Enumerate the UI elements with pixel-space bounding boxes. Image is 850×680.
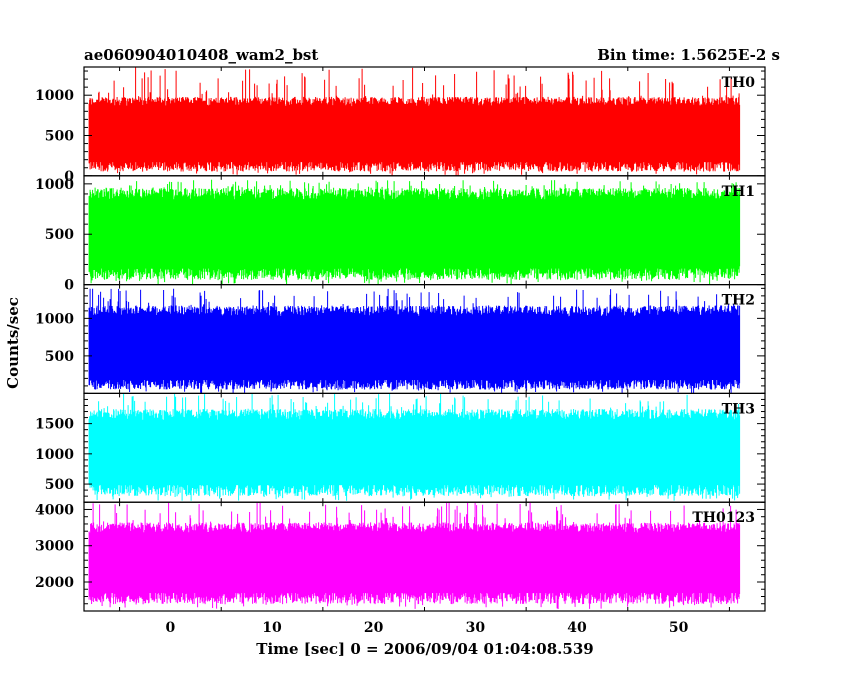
series-band-th2 — [89, 316, 740, 381]
x-tick-label: 40 — [567, 620, 587, 636]
y-tick-label: 2000 — [35, 575, 74, 591]
x-tick-label: 50 — [669, 620, 689, 636]
panel-label-th1: TH1 — [722, 184, 755, 200]
panel-label-th0123: TH0123 — [692, 510, 755, 526]
x-tick-label: 30 — [466, 620, 486, 636]
panel-th1 — [88, 179, 741, 285]
y-tick-label: 1000 — [35, 311, 74, 327]
x-tick-label: 20 — [364, 620, 384, 636]
panel-th2 — [88, 288, 741, 394]
y-tick-label: 1500 — [35, 417, 74, 433]
series-band-th0123 — [89, 533, 740, 594]
y-tick-label: 1000 — [35, 88, 74, 104]
y-tick-label: 500 — [45, 349, 74, 365]
bin-time-label: Bin time: 1.5625E-2 s — [597, 46, 780, 64]
series-band-th1 — [89, 200, 740, 269]
panel-th0 — [88, 67, 741, 176]
y-tick-label: 0 — [64, 169, 74, 185]
y-tick-label: 0 — [64, 278, 74, 294]
series-band-th3 — [89, 420, 740, 486]
y-tick-label: 500 — [45, 129, 74, 145]
y-tick-label: 1000 — [35, 447, 74, 463]
panel-label-th2: TH2 — [722, 293, 755, 309]
y-tick-label: 500 — [45, 477, 74, 493]
plot-title: ae060904010408_wam2_bst — [84, 46, 318, 64]
x-tick-label: 0 — [166, 620, 176, 636]
panel-th0123 — [88, 502, 741, 609]
y-axis-label: Counts/sec — [4, 297, 22, 389]
y-tick-label: 4000 — [35, 502, 74, 518]
y-tick-label: 1000 — [35, 177, 74, 193]
series-band-th0 — [89, 106, 740, 163]
x-tick-label: 10 — [262, 620, 282, 636]
panel-label-th0: TH0 — [722, 75, 756, 91]
panel-label-th3: TH3 — [722, 401, 755, 417]
y-tick-label: 500 — [45, 227, 74, 243]
panel-th3 — [88, 393, 741, 501]
x-axis-label: Time [sec] 0 = 2006/09/04 01:04:08.539 — [256, 640, 593, 658]
y-tick-label: 3000 — [35, 539, 74, 555]
